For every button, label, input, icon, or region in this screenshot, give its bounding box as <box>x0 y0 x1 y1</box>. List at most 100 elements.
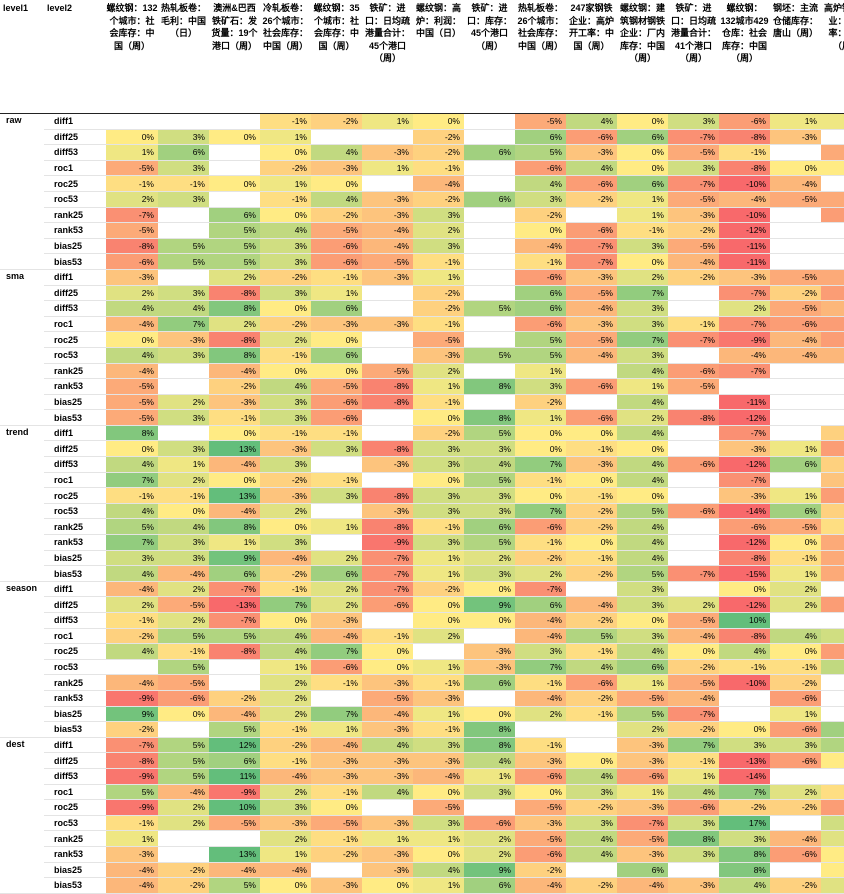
level2-label: diff25 <box>44 129 106 146</box>
value-cell: 6% <box>617 175 668 192</box>
value-cell: -2% <box>770 674 821 691</box>
value-cell: -1% <box>311 830 362 847</box>
value-cell: -4% <box>413 175 464 192</box>
value-cell: 2% <box>464 830 515 847</box>
value-cell: -2% <box>719 799 770 816</box>
value-cell <box>106 659 158 676</box>
value-cell: -2% <box>413 129 464 146</box>
level2-label: roc1 <box>44 316 106 333</box>
value-cell: 4% <box>566 113 617 130</box>
value-cell <box>821 363 844 380</box>
value-cell: -5% <box>770 518 821 536</box>
value-cell <box>566 736 617 754</box>
value-cell: -5% <box>770 300 821 317</box>
value-cell: 3% <box>821 628 844 645</box>
value-cell <box>209 160 260 177</box>
value-cell: 4% <box>566 659 617 676</box>
value-cell <box>821 612 844 629</box>
level2-label: roc53 <box>44 503 106 520</box>
value-cell: 1% <box>770 565 821 582</box>
value-cell: 0% <box>770 160 821 177</box>
value-cell: -2% <box>413 191 464 208</box>
level2-label: diff53 <box>44 144 106 161</box>
value-cell <box>770 472 821 489</box>
value-cell: -7% <box>719 363 770 380</box>
value-cell <box>668 487 719 504</box>
value-cell <box>770 207 821 224</box>
value-cell <box>770 238 821 255</box>
level2-label: rank53 <box>44 534 106 551</box>
value-cell: -13% <box>209 596 260 613</box>
value-cell: 2% <box>413 363 464 380</box>
value-cell: 7% <box>311 706 362 723</box>
value-cell: 3% <box>158 409 209 426</box>
value-cell: -1% <box>311 268 362 286</box>
value-cell: 3% <box>617 238 668 255</box>
table-row: diff25 -8% 5% 6% -1% -3% -3% -3% 4% -3% 0% -3% -1% -1… <box>0 752 844 769</box>
value-cell: -4% <box>770 347 821 364</box>
level2-label: roc53 <box>44 191 106 208</box>
value-cell <box>668 862 719 879</box>
value-cell: 1% <box>260 175 311 192</box>
value-cell: -2% <box>260 268 311 286</box>
value-cell <box>464 268 515 286</box>
value-cell: 1% <box>260 129 311 146</box>
value-cell: -7% <box>566 253 617 270</box>
table-row: diff53 -1% 2% -7% 0% -3% 0% 0% -4% -2% 0% -5% 10% <box>0 612 844 629</box>
value-cell: 3% <box>158 347 209 364</box>
value-cell: -6% <box>668 456 719 473</box>
value-cell: -1% <box>106 175 158 192</box>
value-cell: 2% <box>209 316 260 333</box>
level2-label: diff25 <box>44 440 106 458</box>
value-cell: 0% <box>362 877 413 894</box>
value-cell: -1% <box>668 752 719 769</box>
value-cell: -2% <box>158 877 209 894</box>
level2-label: rank25 <box>44 207 106 224</box>
value-cell: 0% <box>515 487 566 504</box>
value-cell: -13% <box>719 752 770 769</box>
table-row: dest diff1 -7% 5% 12% -2% -4% 4% 3% 8% -1% -3% 7% 3% 3… <box>0 736 844 894</box>
value-cell: -5% <box>668 191 719 208</box>
value-cell: -12% <box>719 456 770 473</box>
value-cell: -1% <box>515 534 566 551</box>
value-cell: 2% <box>770 596 821 613</box>
value-cell: 1% <box>311 721 362 738</box>
value-cell: -1% <box>566 440 617 458</box>
value-cell: 3% <box>566 784 617 801</box>
value-cell: 0% <box>821 862 844 879</box>
value-cell: 5% <box>464 300 515 317</box>
value-cell: -3% <box>362 207 413 224</box>
value-cell: -6% <box>566 674 617 691</box>
value-cell: -8% <box>209 285 260 302</box>
value-cell: 0% <box>413 846 464 863</box>
value-cell <box>668 580 719 598</box>
value-cell: -3% <box>719 268 770 286</box>
table-row: roc53 -1% 2% -5% -3% -5% -3% 3% -6% -3% 3% -7% 3% 17%… <box>0 815 844 832</box>
value-cell: -5% <box>617 830 668 847</box>
value-cell: 0% <box>311 799 362 816</box>
value-cell: -5% <box>770 268 821 286</box>
value-cell: -1% <box>770 659 821 676</box>
value-cell: -5% <box>515 799 566 816</box>
value-cell: -10% <box>719 207 770 224</box>
level1-label: raw <box>0 113 44 270</box>
value-cell: 6% <box>209 207 260 224</box>
value-cell: 1% <box>158 456 209 473</box>
column-header: 热轧板卷：26个城市：社会库存：中国（周） <box>515 0 566 114</box>
value-cell <box>464 316 515 333</box>
value-cell: -2% <box>668 268 719 286</box>
value-cell <box>158 113 209 130</box>
table-row: roc532%3%-1%4%-3%-2%6%3%-2%1%-5%-4%-5%-5… <box>0 191 844 208</box>
value-cell: -4% <box>106 580 158 598</box>
value-cell: 5% <box>617 503 668 520</box>
value-cell: 1% <box>515 363 566 380</box>
value-cell: 3% <box>719 736 770 754</box>
value-cell: 4% <box>106 565 158 582</box>
value-cell: -7% <box>362 565 413 582</box>
value-cell: 4% <box>106 300 158 317</box>
value-cell: -1% <box>719 144 770 161</box>
value-cell: -3% <box>106 846 158 863</box>
